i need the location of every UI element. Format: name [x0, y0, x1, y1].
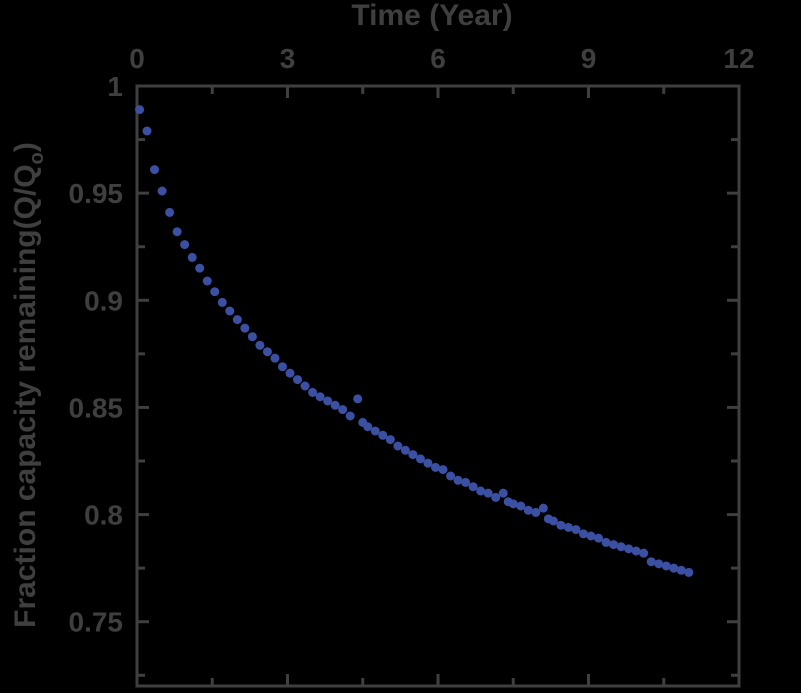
data-point [516, 501, 526, 511]
y-tick-label: 0.9 [84, 285, 123, 316]
data-point [187, 252, 197, 262]
y-axis-title: Fraction capacity remaining(Q/Qo) [9, 142, 48, 628]
data-point [531, 507, 541, 517]
x-tick-label: 3 [280, 43, 296, 74]
data-point [446, 471, 456, 481]
data-point [285, 368, 295, 378]
data-point [277, 362, 287, 372]
data-point [330, 400, 340, 410]
scatter-points [135, 105, 694, 577]
data-point [423, 458, 433, 468]
data-point [385, 435, 395, 445]
axes: 0 3 6 9 12 0.75 0.8 0.85 0.9 0.95 1 [69, 43, 755, 688]
data-point [631, 546, 641, 556]
data-point [609, 540, 619, 550]
data-point [370, 426, 380, 436]
data-point [270, 353, 280, 363]
data-point [483, 488, 493, 498]
data-point [255, 340, 265, 350]
data-point [240, 323, 250, 333]
data-point [624, 544, 634, 554]
x-axis-title: Time (Year) [351, 0, 512, 32]
y-tick-label: 0.75 [69, 607, 124, 638]
data-point [654, 559, 664, 569]
data-point [639, 548, 649, 558]
data-point [202, 276, 212, 286]
data-point [150, 165, 160, 175]
data-point [393, 441, 403, 451]
y-tick-label: 0.95 [69, 178, 124, 209]
data-point [172, 227, 182, 237]
data-point [247, 332, 257, 342]
data-point [571, 525, 581, 535]
data-point [210, 287, 220, 297]
data-point [430, 462, 440, 472]
data-point [195, 263, 205, 273]
data-point [157, 186, 167, 196]
data-point [308, 387, 318, 397]
data-point [661, 561, 671, 571]
data-point [323, 396, 333, 406]
data-point [378, 430, 388, 440]
data-point [225, 306, 235, 316]
data-point [438, 465, 448, 475]
y-axis-title-suffix: ) [9, 142, 42, 152]
y-tick-label: 1 [107, 71, 123, 102]
data-point [300, 381, 310, 391]
data-point [293, 375, 303, 385]
x-tick-label: 9 [581, 43, 597, 74]
data-point [453, 475, 463, 485]
data-point [415, 454, 425, 464]
data-point [491, 492, 501, 502]
data-point [646, 557, 656, 567]
data-point [142, 126, 152, 136]
data-point [684, 567, 694, 577]
data-point [556, 520, 566, 530]
data-point [262, 347, 272, 357]
data-point [586, 531, 596, 541]
data-point [523, 505, 533, 515]
data-point [468, 482, 478, 492]
data-point [353, 394, 363, 404]
data-point [538, 503, 548, 513]
data-point [498, 488, 508, 498]
y-tick-label: 0.85 [69, 392, 124, 423]
data-point [669, 563, 679, 573]
data-point [461, 477, 471, 487]
data-point [594, 533, 604, 543]
data-point [363, 422, 373, 432]
data-point [548, 516, 558, 526]
y-tick-label: 0.8 [84, 500, 123, 531]
data-point [408, 450, 418, 460]
y-axis-title-main: Fraction capacity remaining(Q/Q [9, 164, 42, 627]
data-point [676, 565, 686, 575]
data-point [338, 405, 348, 415]
data-point [315, 392, 325, 402]
y-axis-title-subscript: o [26, 152, 48, 164]
data-point [180, 240, 190, 250]
data-point [135, 105, 145, 115]
data-point [217, 297, 227, 307]
data-point [232, 315, 242, 325]
data-point [476, 486, 486, 496]
x-tick-label: 6 [430, 43, 446, 74]
data-point [563, 522, 573, 532]
data-point [616, 542, 626, 552]
data-point [400, 445, 410, 455]
data-point [165, 207, 175, 217]
x-tick-label: 12 [723, 43, 754, 74]
data-point [601, 537, 611, 547]
data-point [345, 411, 355, 421]
x-tick-label: 0 [129, 43, 145, 74]
data-point [578, 529, 588, 539]
data-point [508, 499, 518, 509]
